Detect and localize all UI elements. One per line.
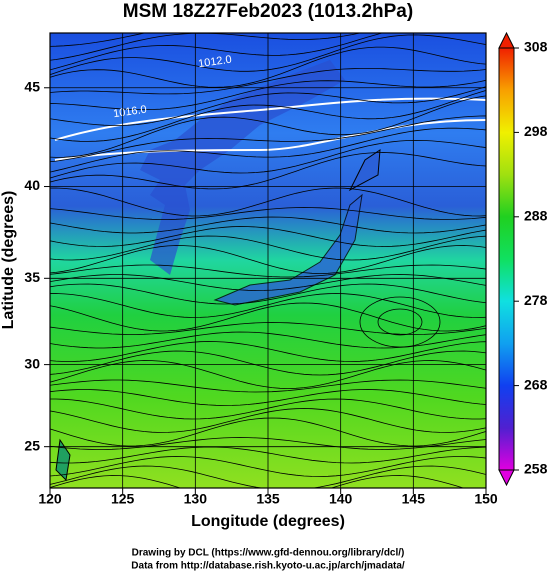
- y-tick-label: 25: [24, 437, 40, 453]
- japan: [213, 193, 363, 306]
- x-tick-label: 130: [184, 491, 208, 507]
- vortex: [359, 296, 441, 348]
- y-tick-label: 35: [24, 269, 40, 285]
- taiwan: [55, 438, 71, 482]
- contour-label: 1016.0: [112, 104, 147, 121]
- y-axis-label: Latitude (degrees): [0, 191, 17, 330]
- colorbar-tick-label: 288: [524, 208, 548, 224]
- title: MSM 18Z27Feb2023 (1013.2hPa): [123, 1, 413, 22]
- streamline: [50, 465, 486, 488]
- colorbar-max-arrow: [498, 31, 515, 49]
- colorbar-tick-label: 268: [524, 376, 548, 392]
- contour-label: 1012.0: [197, 54, 232, 71]
- x-tick-label: 140: [329, 491, 353, 507]
- x-tick-label: 125: [111, 491, 135, 507]
- streamline: [50, 33, 147, 47]
- x-tick-label: 150: [474, 491, 498, 507]
- x-axis-label: Longitude (degrees): [191, 513, 345, 530]
- colorbar-tick-label: 298: [524, 123, 548, 139]
- continent: [140, 60, 345, 275]
- colorbar: [498, 47, 515, 471]
- colorbar-min-arrow: [498, 469, 515, 487]
- y-tick-label: 40: [24, 177, 40, 193]
- credit: Drawing by DCL (https://www.gfd-dennou.o…: [132, 548, 405, 559]
- x-tick-label: 135: [256, 491, 280, 507]
- vortex: [377, 308, 423, 336]
- y-tick-label: 30: [24, 355, 40, 371]
- isobar: [54, 97, 486, 141]
- x-tick-label: 145: [402, 491, 426, 507]
- credit: Data from http://database.rish.kyoto-u.a…: [131, 561, 405, 572]
- y-tick-label: 45: [24, 78, 40, 94]
- streamline: [50, 475, 465, 488]
- colorbar-tick-label: 308: [524, 39, 548, 55]
- colorbar-tick-label: 258: [524, 461, 548, 477]
- hokkaido: [348, 149, 381, 192]
- colorbar-tick-label: 278: [524, 292, 548, 308]
- x-tick-label: 120: [38, 491, 62, 507]
